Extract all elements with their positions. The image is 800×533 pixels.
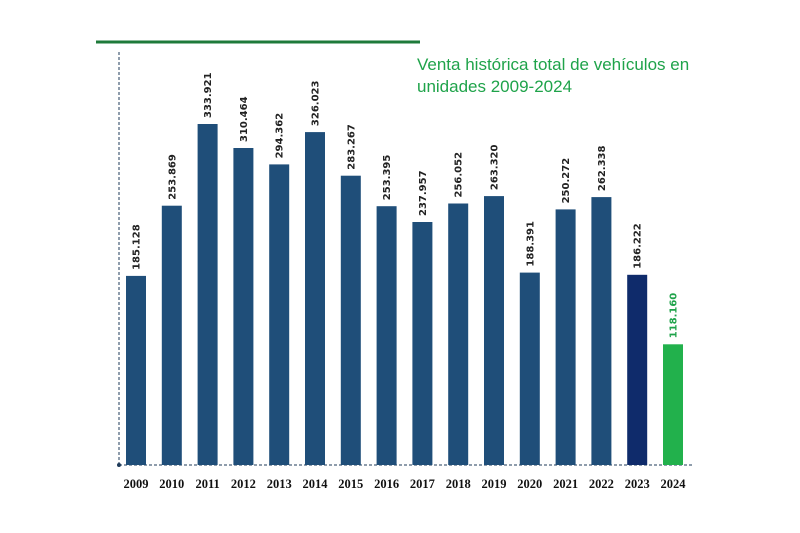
x-tick-label-2021: 2021 [553, 477, 578, 491]
bar-2017 [412, 222, 433, 465]
chart-title-line-1: Venta histórica total de vehículos en [417, 55, 690, 74]
bar-2010 [161, 205, 182, 465]
bar-2023 [627, 274, 648, 465]
bar-2022 [591, 197, 612, 465]
value-label-2014: 326.023 [311, 81, 322, 127]
x-tick-label-2015: 2015 [338, 477, 363, 491]
bar-2014 [305, 132, 325, 465]
x-tick-label-2024: 2024 [661, 477, 687, 491]
value-label-2022: 262.338 [597, 146, 608, 192]
x-tick-label-2023: 2023 [625, 477, 650, 491]
x-tick-label-2013: 2013 [267, 477, 292, 491]
x-tick-label-2020: 2020 [517, 477, 542, 491]
x-tick-label-2012: 2012 [231, 477, 256, 491]
x-tick-label-2019: 2019 [482, 477, 507, 491]
x-tick-label-2018: 2018 [446, 477, 471, 491]
bar-2021 [555, 209, 576, 465]
x-tick-label-2022: 2022 [589, 477, 614, 491]
bar-2020 [519, 272, 540, 465]
x-tick-label-2009: 2009 [124, 477, 149, 491]
x-tick-label-2016: 2016 [374, 477, 399, 491]
value-label-2020: 188.391 [525, 221, 536, 267]
value-label-2013: 294.362 [275, 113, 286, 159]
x-tick-label-2014: 2014 [303, 477, 329, 491]
x-tick-label-2011: 2011 [195, 477, 219, 491]
value-label-2009: 185.128 [132, 224, 143, 270]
value-label-2023: 186.222 [633, 223, 644, 269]
value-label-2015: 283.267 [346, 124, 357, 170]
bar-2015 [340, 175, 361, 465]
value-label-2019: 263.320 [490, 145, 501, 191]
x-tick-label-2017: 2017 [410, 477, 435, 491]
bar-2024 [663, 344, 683, 465]
bar-2016 [376, 206, 397, 465]
bar-2013 [269, 164, 290, 465]
value-label-2024: 118.160 [669, 293, 680, 339]
axis-origin-dot [117, 463, 121, 467]
value-label-2016: 253.395 [382, 155, 393, 201]
value-label-2012: 310.464 [239, 96, 250, 142]
bar-2009 [126, 275, 146, 465]
value-label-2017: 237.957 [418, 170, 429, 216]
value-label-2011: 333.921 [203, 72, 214, 118]
value-label-2010: 253.869 [167, 154, 178, 200]
bar-2018 [448, 203, 469, 465]
chart-title-line-2: unidades 2009-2024 [417, 77, 573, 96]
bar-2019 [484, 196, 504, 465]
value-label-2021: 250.272 [561, 158, 572, 204]
x-tick-label-2010: 2010 [159, 477, 184, 491]
bar-2012 [233, 148, 254, 465]
bar-2011 [197, 124, 218, 465]
value-label-2018: 256.052 [454, 152, 465, 198]
